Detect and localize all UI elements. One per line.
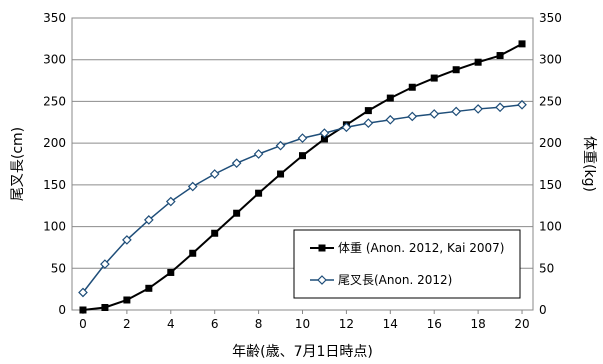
right-tick-label: 0	[539, 303, 547, 317]
weight-point	[452, 66, 460, 74]
weight-point	[496, 52, 504, 60]
fork-length-point	[363, 118, 374, 128]
left-tick-label: 0	[58, 303, 66, 317]
left-tick-label: 50	[51, 261, 66, 275]
right-tick-label: 150	[539, 178, 562, 192]
x-tick-label: 16	[427, 317, 442, 331]
legend-marker	[318, 244, 326, 252]
weight-point	[189, 249, 197, 257]
fork-length-point	[122, 235, 132, 245]
weight-point	[320, 135, 328, 143]
fork-length-point	[187, 181, 198, 192]
left-tick-label: 250	[43, 94, 66, 108]
x-tick-label: 4	[167, 317, 175, 331]
right-tick-label: 350	[539, 11, 562, 25]
weight-point	[408, 83, 416, 91]
fork-length-point	[319, 128, 330, 138]
gridlines	[72, 17, 533, 311]
weight-point	[145, 284, 153, 292]
fork-length-point	[231, 158, 242, 169]
series-layer	[78, 40, 527, 314]
fork-length-point	[473, 104, 483, 114]
fork-length-point	[275, 140, 286, 151]
weight-point	[518, 40, 526, 48]
fork-length-point	[407, 111, 418, 122]
weight-point	[474, 58, 482, 66]
fork-length-point	[451, 106, 462, 117]
x-tick-label: 2	[123, 317, 131, 331]
right-axis-title: 体重(kg)	[581, 136, 597, 192]
x-tick-label: 14	[383, 317, 398, 331]
x-axis-title: 年齢(歳、7月1日時点)	[232, 344, 373, 360]
left-tick-label: 150	[43, 178, 66, 192]
left-tick-label: 200	[43, 136, 66, 150]
x-tick-label: 12	[339, 317, 354, 331]
right-axis-ticks: 0 50 100 150 200 250 300 350	[539, 11, 562, 317]
fork-length-point	[209, 169, 220, 179]
right-tick-label: 200	[539, 136, 562, 150]
fork-length-point	[385, 114, 396, 125]
fork-length-point	[495, 102, 505, 113]
fork-length-point	[429, 109, 440, 119]
x-tick-label: 0	[79, 317, 87, 331]
x-tick-label: 18	[470, 317, 485, 331]
legend-label: 体重 (Anon. 2012, Kai 2007)	[338, 241, 504, 255]
x-tick-label: 8	[255, 317, 263, 331]
weight-point	[211, 229, 219, 237]
right-tick-label: 250	[539, 94, 562, 108]
fork-length-point	[165, 196, 176, 207]
x-tick-label: 20	[514, 317, 529, 331]
right-tick-label: 300	[539, 53, 562, 67]
weight-point	[233, 209, 241, 217]
weight-point	[101, 303, 109, 311]
legend-box	[293, 229, 521, 299]
weight-point	[167, 268, 175, 276]
fork-length-point	[78, 287, 88, 298]
left-tick-label: 300	[43, 53, 66, 67]
left-axis-ticks: 0 50 100 150 200 250 300 350	[43, 11, 66, 317]
weight-point	[364, 107, 372, 115]
left-tick-label: 100	[43, 220, 66, 234]
weight-point	[79, 306, 87, 314]
legend: 体重 (Anon. 2012, Kai 2007) 尾叉長(Anon. 2012)	[293, 229, 521, 299]
series-fork-length	[78, 99, 527, 298]
legend-marker	[317, 275, 327, 285]
right-tick-label: 50	[539, 261, 554, 275]
weight-point	[430, 74, 438, 82]
fork-length-point	[253, 149, 264, 159]
weight-point	[123, 296, 131, 304]
weight-point	[299, 152, 306, 160]
legend-label: 尾叉長(Anon. 2012)	[338, 273, 452, 287]
fork-length-point	[143, 215, 154, 225]
left-tick-label: 350	[43, 11, 66, 25]
weight-point	[255, 189, 263, 197]
fork-length-point	[341, 122, 352, 133]
left-axis-title: 尾叉長(cm)	[10, 127, 26, 201]
fork-length-point	[517, 99, 527, 110]
x-tick-label: 10	[295, 317, 310, 331]
x-tick-label: 6	[211, 317, 219, 331]
weight-point	[277, 170, 285, 178]
x-axis-ticks: 0 2 4 6 8 10 12 14 16 18 20	[79, 310, 530, 331]
fork-length-point	[100, 259, 110, 269]
series-weight	[79, 40, 526, 314]
right-tick-label: 100	[539, 220, 562, 234]
weight-point	[386, 94, 394, 102]
fork-length-point	[297, 133, 308, 143]
